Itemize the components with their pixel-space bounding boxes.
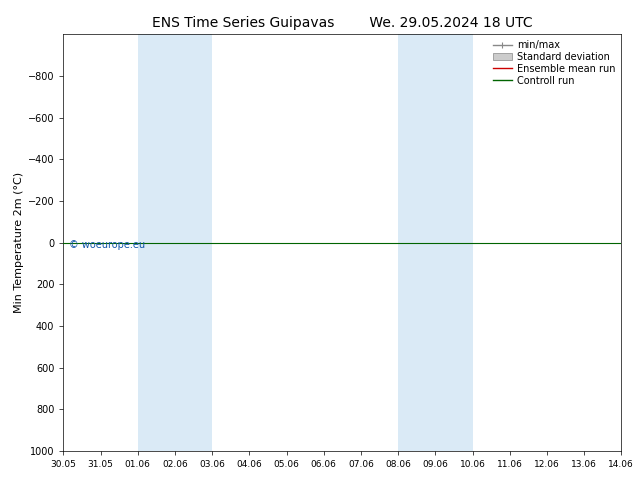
Bar [398, 34, 472, 451]
Y-axis label: Min Temperature 2m (°C): Min Temperature 2m (°C) [13, 172, 23, 313]
Text: © woeurope.eu: © woeurope.eu [69, 241, 145, 250]
Bar [138, 34, 212, 451]
Legend: min/max, Standard deviation, Ensemble mean run, Controll run: min/max, Standard deviation, Ensemble me… [489, 37, 618, 89]
Title: ENS Time Series Guipavas        We. 29.05.2024 18 UTC: ENS Time Series Guipavas We. 29.05.2024 … [152, 16, 533, 30]
